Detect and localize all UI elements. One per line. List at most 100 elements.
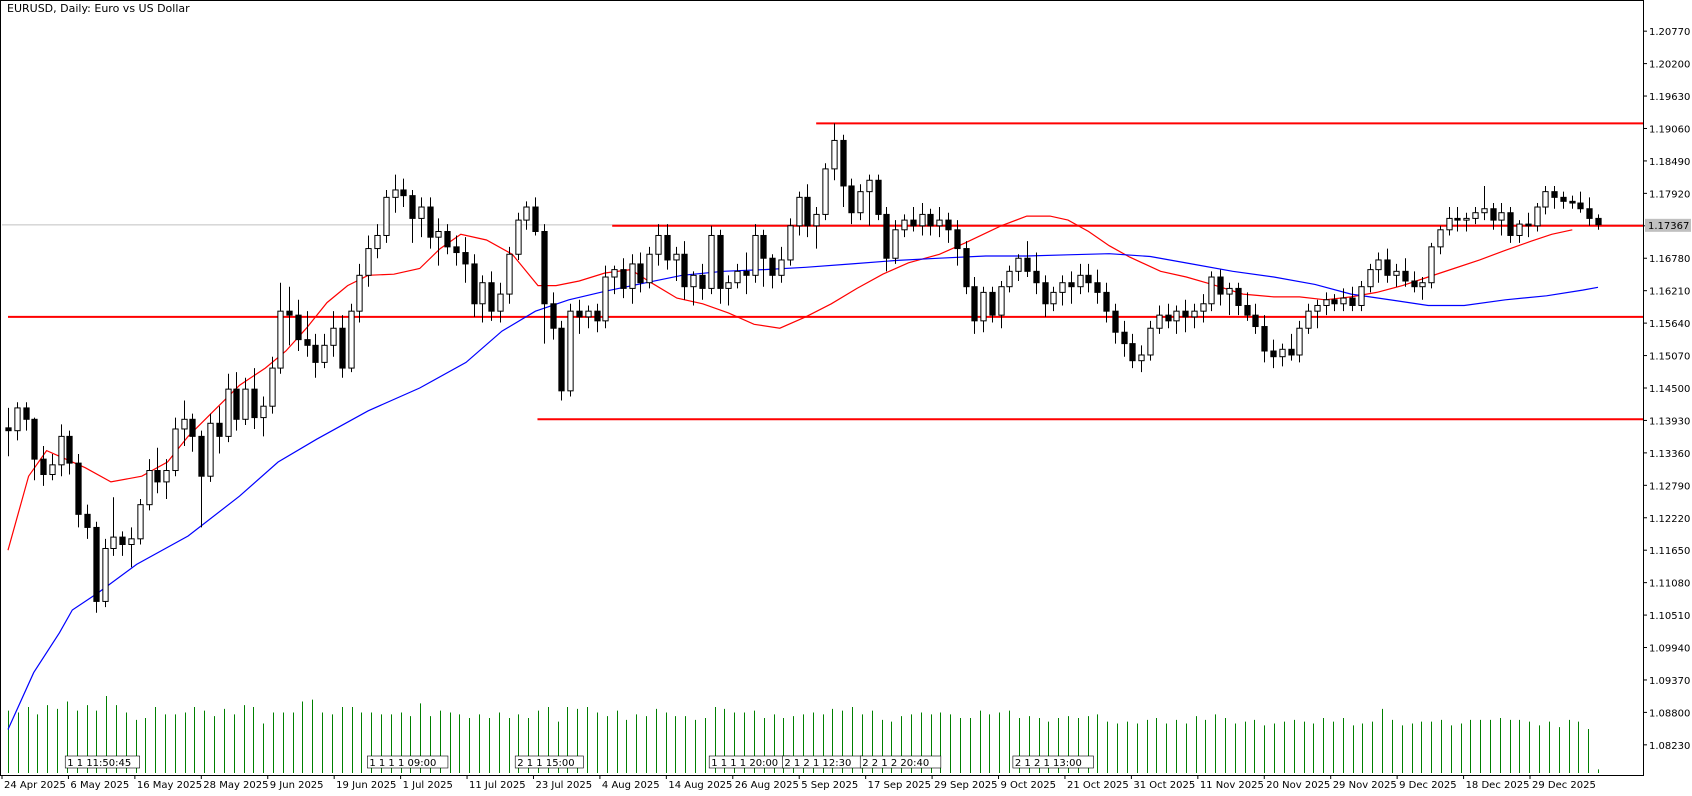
candle-body [198,435,205,477]
candle [1200,294,1207,323]
candle-body [945,219,952,231]
candle-body [1472,212,1479,219]
candle [708,225,715,295]
candle-body [1085,274,1092,284]
volume-label-box [1012,755,1094,769]
candle-body [427,206,434,238]
candle-body [743,270,750,276]
candle [383,189,390,243]
candle-body [1375,259,1382,271]
candle-body [989,291,996,316]
candle [1340,288,1347,312]
candle-body [901,219,908,231]
candle [128,527,135,568]
candle-body [1015,257,1022,272]
y-tick-label: 1.11080 [1649,579,1690,590]
candle-body [1270,350,1277,358]
candle [102,538,109,608]
candle-body [1200,303,1207,312]
candle [664,224,671,270]
candle-body [154,470,161,483]
candle-body [497,293,504,312]
candle-body [1358,286,1365,306]
candle [1577,191,1584,213]
candle-body [1490,208,1497,221]
x-tick-label: 9 Dec 2025 [1399,780,1457,791]
candle-body [5,427,12,432]
candle [488,271,495,321]
candle [295,299,302,352]
candle [1024,241,1031,278]
candle-body [1226,287,1233,295]
candle [356,263,363,323]
volume-label-text: 2 1 1 15:00 [517,758,574,769]
candle-body [936,219,943,227]
candle [304,311,311,357]
candle-body [1507,212,1514,236]
candle [1525,212,1532,238]
candle-body [1331,299,1338,305]
x-tick-label: 18 Dec 2025 [1466,780,1530,791]
candle [207,413,214,482]
candle [927,208,934,236]
candle [848,178,855,225]
candle-body [725,282,732,289]
candle [717,229,724,304]
candle [1068,271,1075,304]
x-tick-label: 29 Nov 2025 [1333,780,1397,791]
volume-label-box [64,755,140,769]
candle-body [1323,299,1330,306]
candle [963,241,970,295]
y-tick-label: 1.18490 [1649,157,1690,168]
candle-body [1534,206,1541,227]
y-tick-label: 1.15070 [1649,352,1690,363]
volume-label-box [367,755,449,769]
candle-body [594,310,601,322]
candle-body [857,191,864,214]
current-price-label: 1.17367 [1645,218,1691,232]
volume-label-text: 2 1 2 1 13:00 [1015,758,1082,769]
plot-frame [0,0,1644,776]
candle [690,271,697,306]
candle [804,184,811,238]
y-tick-label: 1.09370 [1649,676,1690,687]
candle-body [110,536,117,549]
candle [1042,275,1049,317]
candle-body [760,234,767,259]
candle-body [620,269,627,289]
y-tick-label: 1.12220 [1649,514,1690,525]
candle-body [58,435,65,466]
candle-body [831,139,838,170]
candle-body [1279,348,1286,358]
candle [269,356,276,414]
candle [1446,207,1453,236]
candle [58,424,65,477]
y-tick-label: 1.12790 [1649,481,1690,492]
candle [532,197,539,236]
x-tick-label: 28 May 2025 [203,780,268,791]
candle-body [840,139,847,187]
candle [181,400,188,447]
candle-body [1182,310,1189,318]
candle [901,214,908,238]
candle-body [1068,282,1075,288]
candle [1411,271,1418,293]
candle-body [1560,196,1567,202]
candle-body [910,219,917,227]
candle-body [822,168,829,215]
candle-body [567,310,574,392]
current-price-box [1645,218,1691,232]
candle [1358,281,1365,312]
candle-body [1235,287,1242,306]
candle [1138,345,1145,373]
x-tick-label: 9 Jun 2025 [270,780,324,791]
candle-body [146,470,153,506]
candle [892,220,899,264]
candle-body [260,405,267,419]
candle-body [585,310,592,318]
x-tick-label: 23 Jul 2025 [535,780,592,791]
candle [1331,294,1338,312]
candle-body [75,462,82,515]
x-tick-label: 29 Sep 2025 [934,780,997,791]
candle [620,258,627,299]
